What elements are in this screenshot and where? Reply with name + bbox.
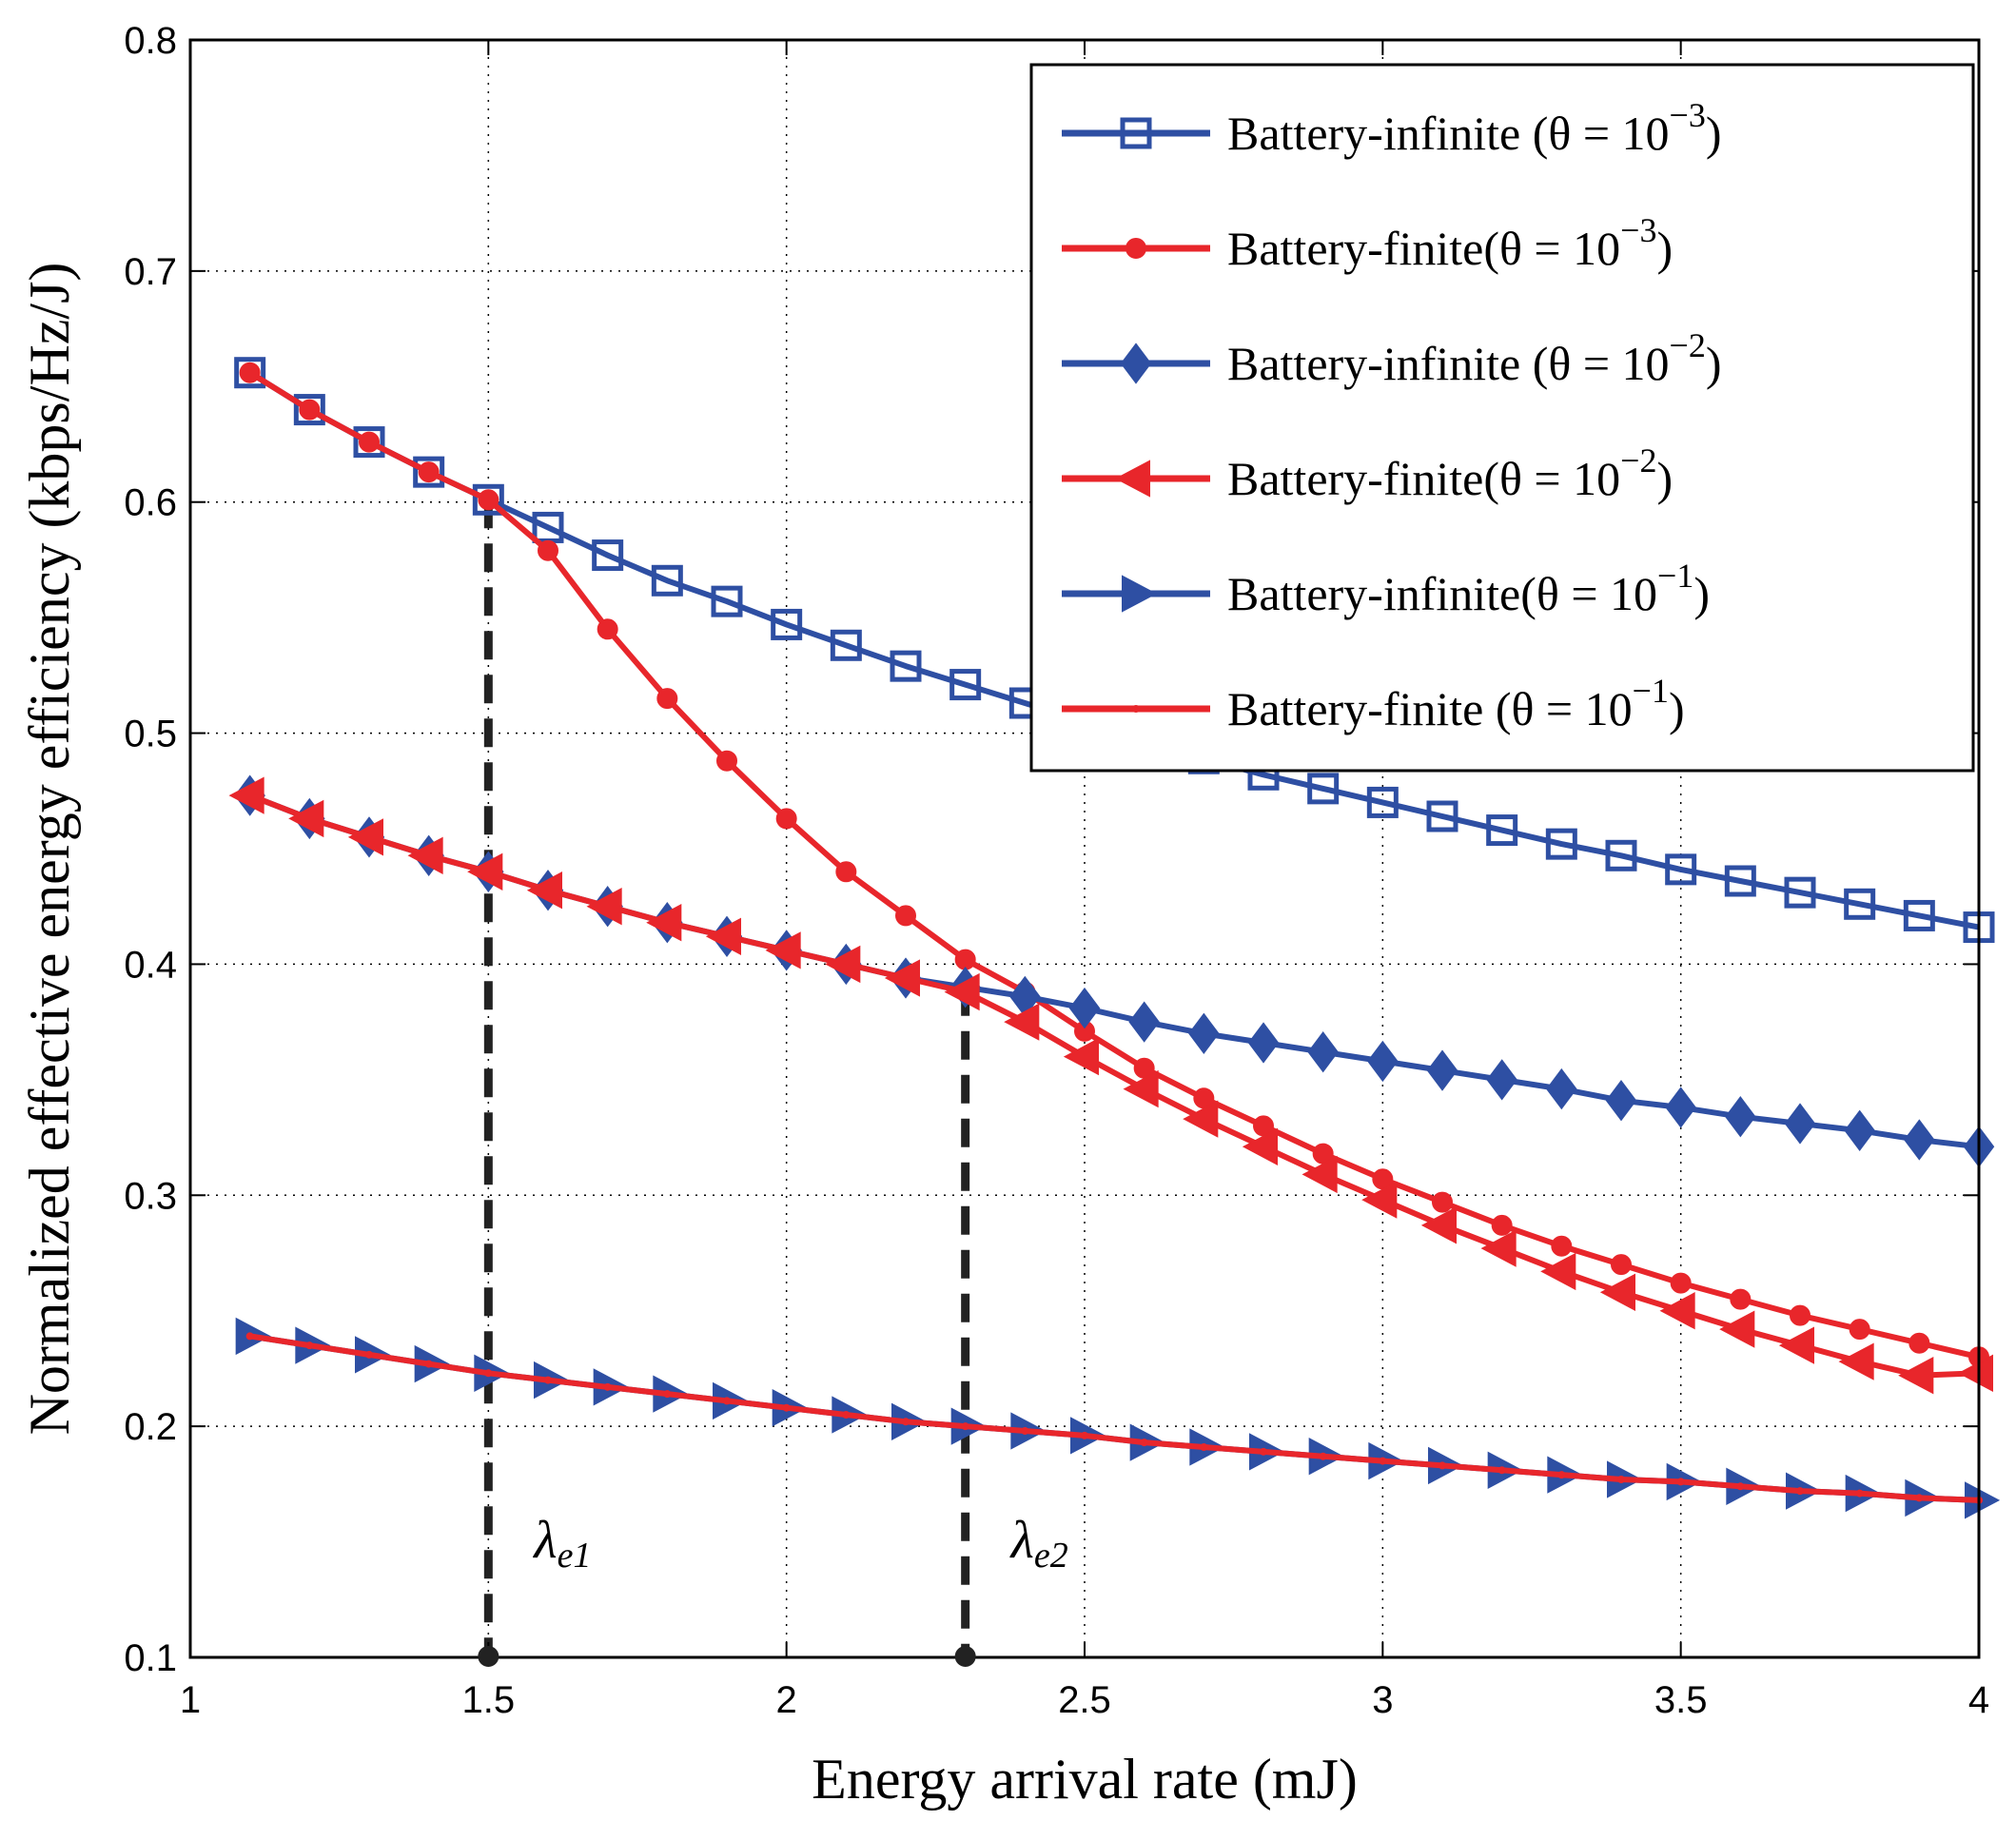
y-tick-label: 0.2	[124, 1406, 177, 1448]
data-point	[360, 433, 379, 452]
legend-label: Battery-finite(θ = 10−2)	[1227, 441, 1673, 505]
data-point	[956, 950, 975, 969]
annotation-point-2	[955, 1646, 976, 1667]
data-point	[896, 906, 915, 925]
legend-label: Battery-finite(θ = 10−3)	[1227, 211, 1673, 275]
data-point	[1915, 1494, 1923, 1501]
data-point	[1200, 1443, 1207, 1451]
y-tick-label: 0.7	[124, 251, 177, 293]
legend-marker	[1132, 705, 1140, 713]
y-tick-label: 0.8	[124, 20, 177, 62]
legend-label: Battery-finite (θ = 10−1)	[1227, 672, 1685, 735]
legend-label: Battery-infinite (θ = 10−2)	[1227, 326, 1722, 390]
data-point	[1796, 1487, 1804, 1495]
legend-label: Battery-infinite (θ = 10−3)	[1227, 96, 1722, 160]
data-point	[1433, 1193, 1452, 1212]
data-point	[1379, 1458, 1386, 1465]
data-point	[365, 1351, 373, 1359]
data-point	[1856, 1490, 1864, 1498]
data-point	[300, 401, 319, 420]
data-point	[962, 1422, 969, 1430]
legend: Battery-infinite (θ = 10−3) Battery-finit…	[1031, 65, 1973, 771]
data-point	[663, 1390, 671, 1398]
y-tick-label: 0.3	[124, 1175, 177, 1217]
data-point	[479, 490, 498, 509]
data-point	[1557, 1471, 1565, 1478]
y-tick-label: 0.6	[124, 482, 177, 524]
data-point	[1617, 1476, 1625, 1483]
data-point	[717, 752, 736, 771]
data-point	[1672, 1274, 1691, 1293]
data-point	[1736, 1482, 1744, 1490]
data-point	[538, 541, 558, 560]
data-point	[657, 689, 676, 708]
data-point	[1791, 1306, 1810, 1325]
x-tick-label: 3.5	[1654, 1679, 1708, 1721]
data-point	[420, 462, 439, 481]
data-point	[723, 1397, 731, 1404]
data-point	[1612, 1255, 1631, 1274]
x-tick-label: 2.5	[1058, 1679, 1111, 1721]
legend-marker	[1126, 239, 1145, 258]
data-point	[902, 1418, 910, 1425]
data-point	[1439, 1461, 1446, 1469]
data-point	[305, 1341, 313, 1349]
data-point	[1260, 1448, 1267, 1456]
x-tick-label: 4	[1968, 1679, 1989, 1721]
data-point	[1677, 1478, 1685, 1485]
y-tick-label: 0.4	[124, 944, 177, 986]
data-point	[246, 1332, 254, 1340]
data-point	[1552, 1237, 1571, 1256]
data-point	[598, 619, 617, 638]
x-tick-label: 1.5	[462, 1679, 516, 1721]
y-tick-label: 0.5	[124, 714, 177, 755]
data-point	[1850, 1320, 1869, 1339]
x-tick-label: 1	[180, 1679, 201, 1721]
chart: 1 1.5 2 2.5 3 3.5 40.10.20.30.40.50.60.70.8 λe…	[0, 0, 2016, 1821]
data-point	[1320, 1453, 1327, 1460]
data-point	[1731, 1290, 1750, 1309]
y-axis-label: Normalized effective energy efficiency (…	[18, 263, 81, 1436]
data-point	[604, 1383, 612, 1391]
x-axis-label: Energy arrival rate (mJ)	[812, 1748, 1358, 1811]
data-point	[1909, 1334, 1928, 1353]
data-point	[777, 809, 796, 828]
data-point	[484, 1369, 492, 1377]
data-point	[1493, 1216, 1512, 1235]
x-tick-label: 2	[776, 1679, 797, 1721]
data-point	[842, 1411, 850, 1419]
data-point	[241, 363, 260, 382]
data-point	[1141, 1439, 1148, 1446]
legend-box	[1031, 65, 1973, 771]
x-tick-label: 3	[1372, 1679, 1393, 1721]
data-point	[425, 1361, 433, 1368]
annotation-point-1	[478, 1646, 499, 1667]
data-point	[836, 862, 855, 881]
legend-label: Battery-infinite(θ = 10−1)	[1227, 557, 1710, 620]
data-point	[1021, 1427, 1028, 1435]
y-tick-label: 0.1	[124, 1637, 177, 1679]
data-point	[1081, 1432, 1088, 1439]
data-point	[783, 1404, 791, 1412]
data-point	[1498, 1466, 1506, 1474]
data-point	[544, 1377, 552, 1384]
